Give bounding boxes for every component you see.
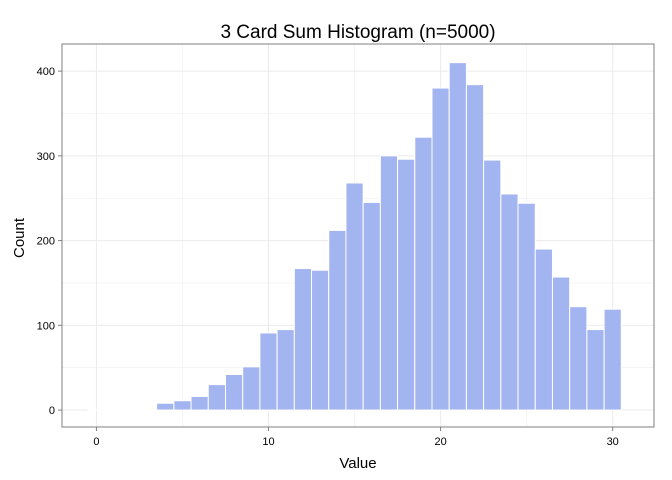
histogram-bar [586,329,605,411]
x-tick-label: 30 [607,436,619,448]
histogram-bar [242,366,261,411]
chart-title: 3 Card Sum Histogram (n=5000) [220,22,495,43]
histogram-bar [414,136,433,411]
histogram-bar [362,201,381,411]
histogram-bar [569,306,588,411]
histogram-bar [224,373,244,411]
y-tick-label: 200 [37,236,55,248]
y-tick-label: 400 [37,66,55,78]
histogram-bar [345,182,364,411]
histogram-bar [500,193,519,411]
histogram-bar [517,202,536,411]
histogram-bar [190,395,209,411]
histogram-bar [603,308,622,411]
x-axis-ticks: 0 10 20 30 [93,427,619,448]
x-axis-label: Value [339,455,376,472]
x-tick-label: 0 [93,436,99,448]
x-tick-label: 10 [262,436,274,448]
histogram-bar [121,409,140,412]
histogram-bar [87,409,106,412]
x-tick-label: 20 [434,436,446,448]
histogram-bar [138,408,158,411]
histogram-bar [448,62,467,411]
histogram-bar [379,155,399,411]
histogram-bar [465,84,485,411]
histogram-bar [311,269,330,411]
histogram-bar [328,229,347,411]
histogram-bar [259,332,278,411]
histogram-bar [156,402,175,411]
y-axis-ticks: 0 100 200 300 400 [37,66,62,417]
histogram-bar [207,384,226,411]
y-tick-label: 100 [37,320,55,332]
histogram-bar [483,159,502,411]
plot-panel-border [61,43,655,428]
histogram-bar [276,329,295,411]
histogram-bar [173,400,192,411]
y-axis-label: Count [11,217,28,258]
histogram-bar [534,248,553,411]
y-tick-label: 300 [37,151,55,163]
histogram-bar [551,276,571,411]
histogram-bars [87,62,622,412]
histogram-bar [397,158,416,411]
histogram-bar [431,87,450,411]
histogram-bar [104,409,123,412]
y-tick-label: 0 [49,405,55,417]
histogram-bar [293,268,313,411]
